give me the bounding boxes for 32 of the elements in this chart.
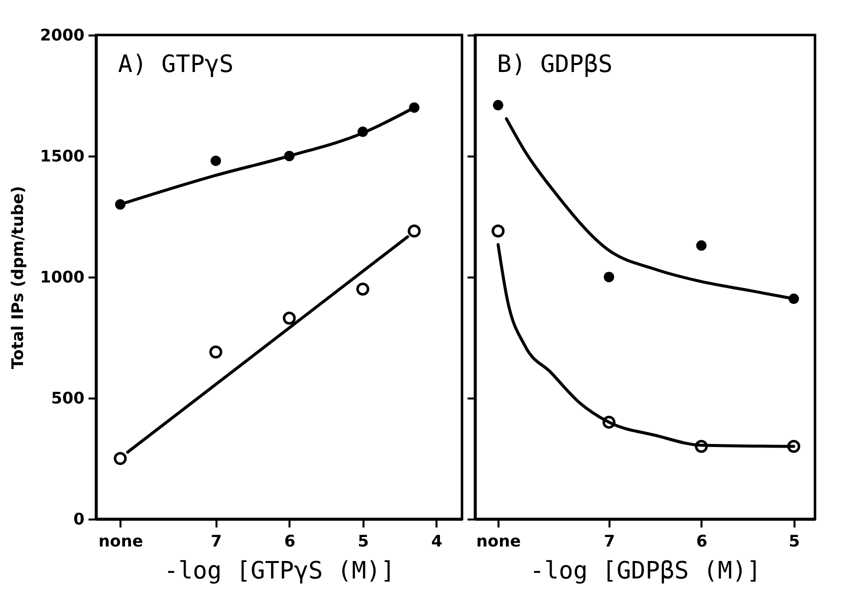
x-tick-label: 4 bbox=[431, 532, 442, 550]
y-tick-label: 500 bbox=[51, 388, 84, 408]
y-tick-label: 2000 bbox=[40, 26, 84, 44]
x-axis-title: -log [GDPβS (M)] bbox=[530, 556, 762, 584]
point bbox=[787, 440, 800, 453]
text: A) GTPγS bbox=[118, 50, 234, 78]
x-tick-label: 5 bbox=[788, 532, 800, 550]
x-tick-label: none bbox=[98, 532, 144, 550]
x-tick-label: 6 bbox=[696, 532, 708, 550]
point bbox=[694, 440, 708, 453]
x-tick-label: 5 bbox=[358, 532, 369, 550]
x-tick-label: none bbox=[476, 532, 522, 550]
point bbox=[492, 100, 504, 110]
point bbox=[696, 240, 707, 251]
point bbox=[492, 224, 505, 238]
point bbox=[356, 282, 370, 296]
point bbox=[408, 224, 421, 238]
point bbox=[209, 346, 222, 359]
point bbox=[602, 416, 616, 429]
point bbox=[282, 312, 296, 325]
point bbox=[114, 452, 127, 465]
y-tick-label: 0 bbox=[73, 510, 84, 528]
point bbox=[604, 272, 614, 282]
x-tick-label: 6 bbox=[284, 532, 296, 550]
y-tick-label: 1000 bbox=[40, 268, 84, 286]
text: B) GDPβS bbox=[497, 50, 613, 78]
x-axis-title: -log [GTPγS (M)] bbox=[164, 556, 396, 584]
point bbox=[210, 156, 222, 166]
x-tick-label: 7 bbox=[210, 532, 222, 550]
y-axis-title: Total IPs (dpm/tube) bbox=[8, 186, 27, 370]
y-tick-label: 1500 bbox=[40, 146, 84, 166]
x-tick-label: 7 bbox=[604, 532, 616, 550]
